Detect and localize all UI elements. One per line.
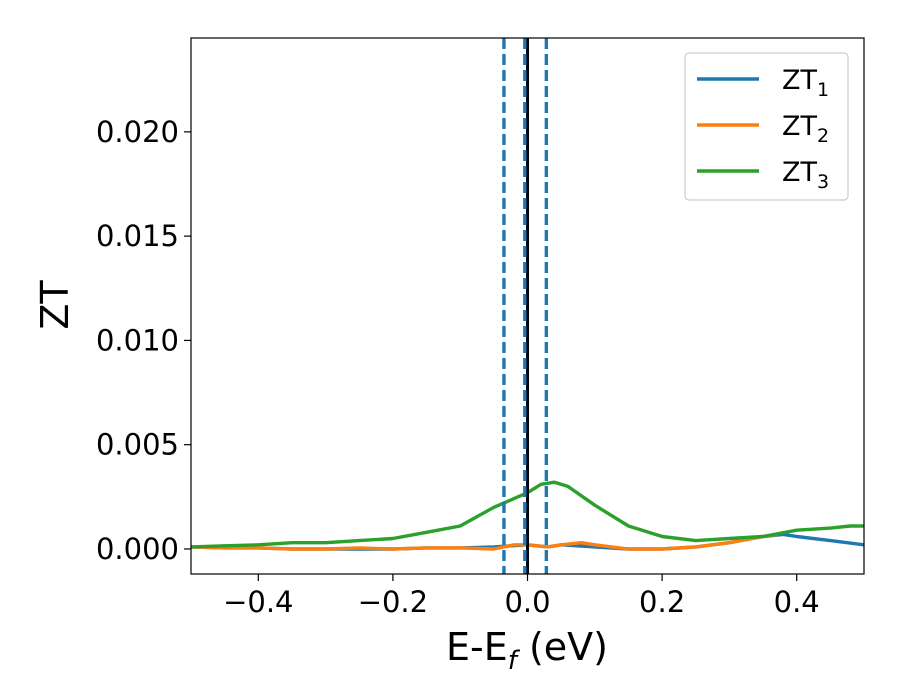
legend-label-3: ZT3 — [782, 157, 829, 193]
reference-lines — [502, 38, 549, 574]
x-tick-label: 0.4 — [774, 585, 820, 619]
x-tick-label: 0.2 — [639, 585, 685, 619]
axis-ticks: −0.4 −0.2 0.0 0.2 0.4 0.000 0.005 0.010 0.015 0.0… — [96, 115, 820, 619]
series-line-2 — [191, 532, 779, 551]
series-lines — [191, 480, 864, 551]
series-line-3 — [191, 480, 864, 549]
y-tick-label: 0.015 — [96, 219, 179, 253]
axes-frame — [190, 37, 865, 575]
x-axis-label: E-Ef (eV) — [446, 625, 608, 676]
y-tick-label: 0.000 — [96, 532, 179, 566]
legend: ZT1 ZT2 ZT3 — [684, 52, 849, 201]
x-tick-label: −0.2 — [358, 585, 428, 619]
x-tick-label: 0.0 — [504, 585, 550, 619]
legend-label-1: ZT1 — [782, 65, 829, 101]
y-tick-label: 0.005 — [96, 428, 179, 462]
legend-label-2: ZT2 — [782, 111, 829, 147]
y-axis-label: ZT — [33, 280, 77, 330]
y-tick-label: 0.020 — [96, 115, 179, 149]
y-tick-label: 0.010 — [96, 323, 179, 357]
legend-box — [684, 52, 849, 201]
x-tick-label: −0.4 — [223, 585, 293, 619]
